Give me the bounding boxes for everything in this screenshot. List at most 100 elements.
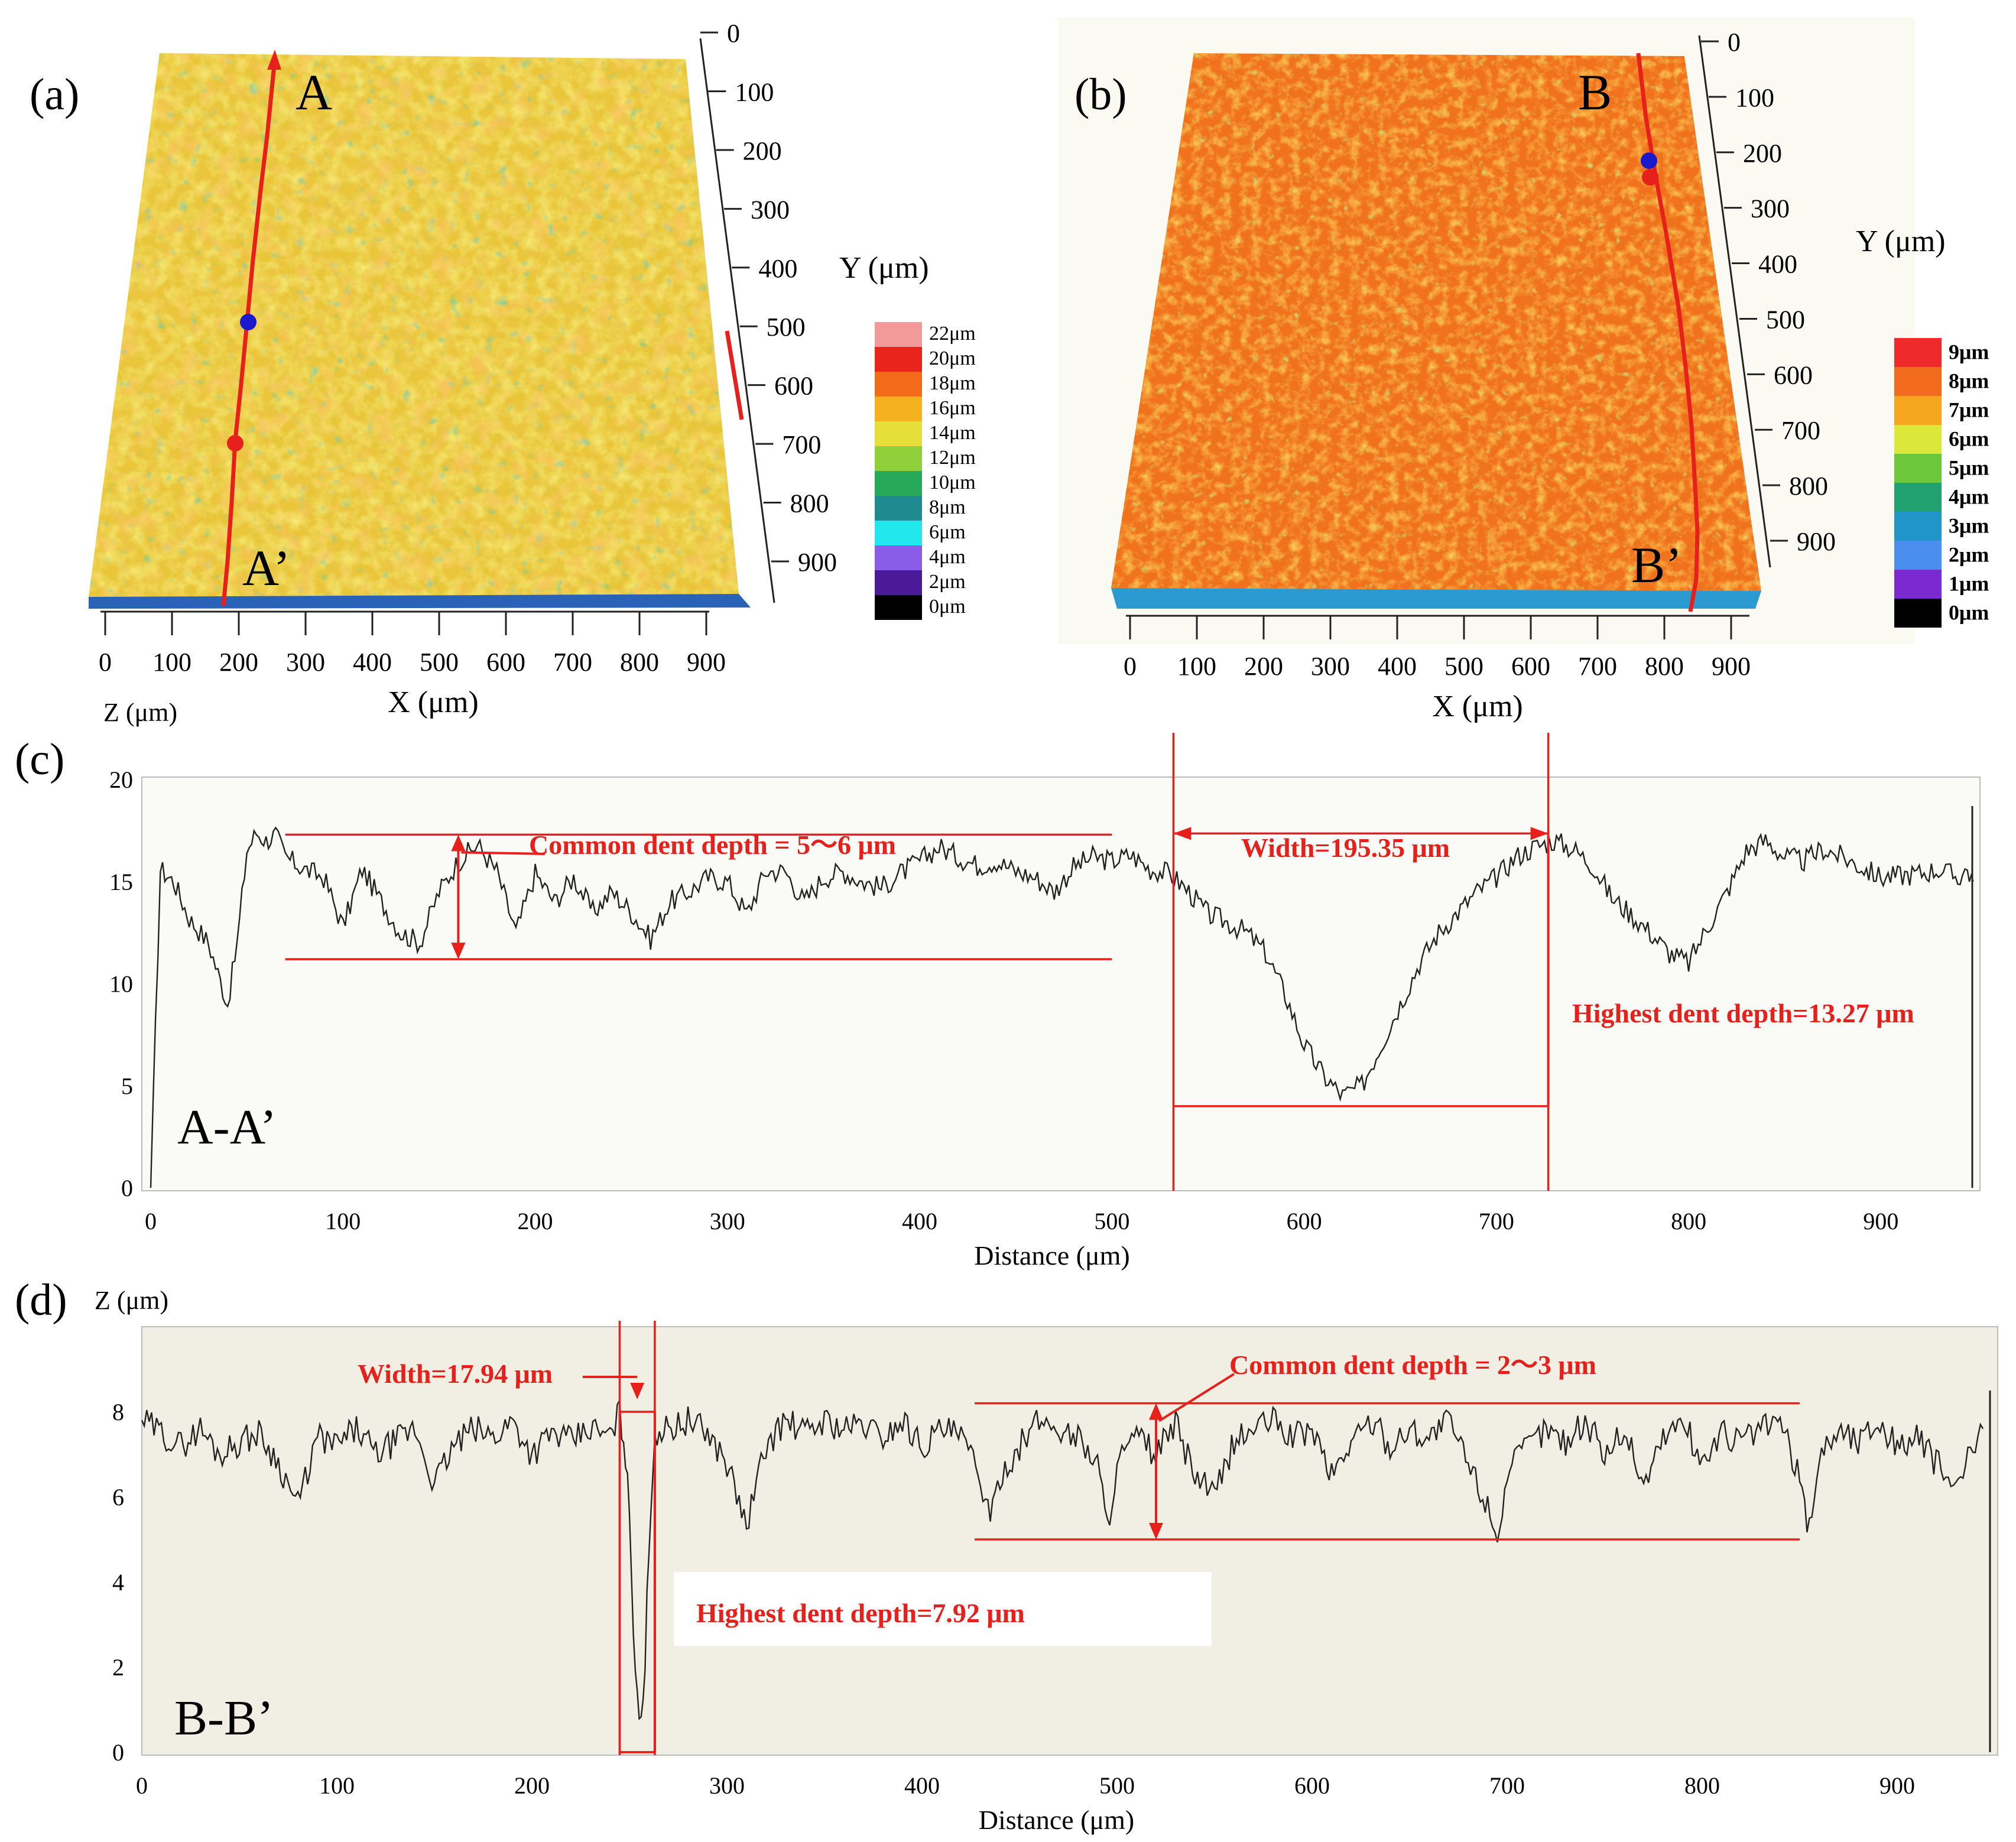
a-y-tick-label-700: 700 (782, 430, 821, 459)
d-x-tick-label-600: 600 (1294, 1772, 1330, 1799)
b-legend-label-0μm: 0μm (1949, 600, 1989, 624)
panel-a-surface-texture (89, 53, 739, 597)
a-x-tick-label-200: 200 (219, 648, 258, 677)
b-legend-swatch-6μm (1894, 425, 1942, 454)
a-y-tick-label-200: 200 (743, 137, 782, 165)
a-legend-swatch-18μm (875, 372, 922, 397)
d-x-axis-title: Distance (μm) (979, 1805, 1135, 1835)
profile-a-start-label: A (296, 64, 332, 121)
b-legend-swatch-5μm (1894, 454, 1942, 483)
b-legend-swatch-2μm (1894, 541, 1942, 570)
panel-a-edge-red (725, 330, 744, 420)
c-x-tick-label-900: 900 (1863, 1208, 1898, 1235)
c-y-axis-title: Z (μm) (103, 698, 177, 727)
c-common-depth-arrowhead-bottom (451, 943, 466, 960)
d-x-tick-label-300: 300 (709, 1772, 745, 1799)
b-legend-swatch-0μm (1894, 599, 1942, 628)
a-legend-label-0μm: 0μm (929, 596, 966, 618)
b-y-tick-label-200: 200 (1743, 139, 1782, 168)
panel-d-annotation-common-depth: Common dent depth = 2～3 μm (1229, 1350, 1596, 1380)
a-legend-label-6μm: 6μm (929, 521, 966, 543)
b-y-tick-label-500: 500 (1766, 305, 1805, 334)
c-x-tick-label-300: 300 (710, 1208, 745, 1235)
b-legend-label-4μm: 4μm (1949, 485, 1989, 508)
a-x-tick-label-600: 600 (486, 648, 525, 677)
d-common-depth-arrowhead-bottom (1149, 1523, 1163, 1539)
a-x-tick-label-0: 0 (99, 648, 112, 677)
c-x-tick-label-700: 700 (1479, 1208, 1514, 1235)
a-y-tick-label-900: 900 (798, 548, 837, 577)
a-x-tick-label-800: 800 (620, 648, 659, 677)
a-legend-swatch-6μm (875, 521, 922, 545)
b-y-tick-label-0: 0 (1728, 28, 1741, 57)
a-legend-label-18μm: 18μm (929, 372, 976, 394)
a-x-tick-label-100: 100 (152, 648, 191, 677)
c-x-tick-label-200: 200 (518, 1208, 553, 1235)
panel-d-annotation-width: Width=17.94 μm (358, 1359, 553, 1389)
a-legend-label-8μm: 8μm (929, 496, 966, 518)
b-y-tick-label-100: 100 (1735, 83, 1774, 112)
b-legend-swatch-8μm (1894, 367, 1942, 396)
d-dent-box (618, 1411, 656, 1753)
panel-c-label: (c) (15, 735, 64, 784)
c-y-tick-label-0: 0 (121, 1175, 133, 1201)
d-y-tick-label-6: 6 (112, 1484, 124, 1510)
a-y-tick-label-600: 600 (774, 372, 813, 401)
c-x-tick-label-800: 800 (1671, 1208, 1706, 1235)
profile-marker-red-b (1642, 169, 1658, 186)
panel-c-plot-area (141, 777, 1981, 1191)
c-common-depth-leader (461, 851, 545, 855)
b-x-tick-label-700: 700 (1578, 652, 1617, 681)
profile-a-end-label: A’ (242, 540, 290, 596)
b-legend-swatch-4μm (1894, 483, 1942, 512)
a-legend-label-20μm: 20μm (929, 347, 976, 369)
c-x-tick-label-500: 500 (1094, 1208, 1129, 1235)
b-x-tick-label-800: 800 (1645, 652, 1684, 681)
b-x-tick-label-900: 900 (1712, 652, 1751, 681)
b-y-tick-label-400: 400 (1758, 250, 1797, 279)
d-profile-series (141, 1397, 1984, 1721)
b-x-tick-label-0: 0 (1124, 652, 1137, 681)
panel-b-y-title: Y (μm) (1856, 225, 1946, 258)
panel-a-base-strip (89, 594, 751, 609)
b-legend-swatch-7μm (1894, 396, 1942, 425)
panel-b-x-ticks: 0 100 200 300 400 500 600 700 800 900 (1124, 616, 1751, 681)
b-x-tick-label-500: 500 (1444, 652, 1483, 681)
b-y-tick-label-300: 300 (1751, 194, 1790, 223)
b-legend-swatch-3μm (1894, 512, 1942, 541)
c-x-axis-title: Distance (μm) (974, 1240, 1130, 1271)
panel-b-legend: 9μm 8μm 7μm 6μm 5μm 4μm 3μm 2μm 1μm 0μm (1894, 338, 1989, 628)
b-y-tick-label-900: 900 (1797, 527, 1836, 556)
panel-c-chart-marks: 0 100 200 300 400 500 600 700 800 900 0 5 10 15 20 Dist… (103, 698, 1974, 1271)
panel-a-surface-map: (a) A A’ 0 100 200 300 400 500 600 700 800 900 X … (30, 19, 976, 719)
a-legend-swatch-4μm (875, 545, 922, 570)
b-legend-label-7μm: 7μm (1949, 398, 1989, 421)
a-y-tick-label-0: 0 (727, 19, 740, 48)
a-legend-swatch-16μm (875, 397, 922, 421)
a-y-tick-label-500: 500 (767, 313, 806, 342)
b-x-tick-label-200: 200 (1244, 652, 1283, 681)
profile-marker-red-a (227, 435, 244, 451)
c-y-tick-label-20: 20 (109, 766, 133, 793)
profile-b-end-label: B’ (1631, 537, 1682, 593)
d-y-tick-label-0: 0 (112, 1739, 124, 1766)
a-legend-swatch-8μm (875, 496, 922, 521)
a-x-tick-label-400: 400 (353, 648, 392, 677)
a-legend-swatch-22μm (875, 322, 922, 347)
d-x-tick-label-500: 500 (1099, 1772, 1135, 1799)
a-legend-label-10μm: 10μm (929, 472, 976, 493)
b-legend-label-6μm: 6μm (1949, 427, 1989, 450)
b-x-tick-label-400: 400 (1378, 652, 1417, 681)
a-legend-swatch-14μm (875, 421, 922, 446)
c-y-tick-label-10: 10 (109, 971, 133, 998)
panel-d-profile-chart: (d) 0 100 200 300 400 500 600 700 800 900 0 2 4 6 8 Dis… (15, 1275, 1998, 1835)
b-legend-label-8μm: 8μm (1949, 369, 1989, 392)
a-y-tick-label-300: 300 (751, 195, 790, 224)
panel-b-y-axis (1698, 35, 1771, 568)
a-legend-label-12μm: 12μm (929, 447, 976, 469)
panel-a-y-title: Y (μm) (839, 251, 929, 285)
b-x-tick-label-600: 600 (1511, 652, 1550, 681)
a-legend-label-14μm: 14μm (929, 422, 976, 444)
panel-b-x-title: X (μm) (1432, 690, 1523, 723)
